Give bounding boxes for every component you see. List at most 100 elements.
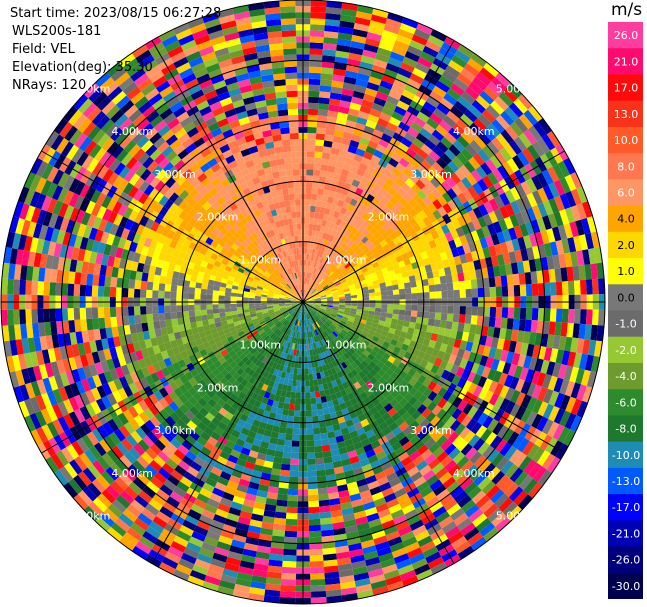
velocity-gate [260, 527, 273, 536]
velocity-gate [263, 429, 272, 438]
velocity-gate [392, 309, 400, 315]
velocity-gate [332, 307, 339, 311]
velocity-gate [96, 474, 111, 490]
velocity-gate [300, 307, 303, 314]
velocity-gate [557, 160, 571, 178]
velocity-gate [379, 282, 387, 288]
velocity-gate [513, 284, 521, 297]
velocity-gate [391, 426, 403, 437]
velocity-gate [59, 372, 70, 387]
velocity-gate [320, 297, 327, 300]
velocity-gate [218, 356, 227, 365]
velocity-gate [204, 267, 212, 275]
velocity-gate [318, 353, 324, 360]
velocity-gate [408, 173, 420, 184]
velocity-gate [510, 329, 519, 342]
velocity-gate [25, 309, 32, 324]
velocity-gate [542, 403, 555, 419]
velocity-gate [387, 12, 404, 23]
velocity-gate [380, 558, 396, 569]
velocity-gate [229, 545, 244, 555]
velocity-gate [462, 243, 471, 254]
velocity-gate [392, 237, 401, 246]
velocity-gate [532, 190, 543, 205]
velocity-gate [542, 185, 555, 201]
velocity-gate [453, 490, 468, 504]
velocity-gate [308, 303, 315, 305]
velocity-gate [286, 385, 292, 392]
velocity-gate [278, 302, 285, 304]
velocity-gate [333, 466, 344, 475]
velocity-gate [73, 284, 81, 297]
velocity-gate [326, 296, 333, 299]
velocity-gate [325, 220, 332, 228]
velocity-gate [190, 415, 201, 426]
velocity-gate [349, 46, 364, 56]
velocity-gate [433, 357, 443, 367]
velocity-gate [308, 325, 312, 332]
velocity-gate [267, 486, 279, 494]
velocity-gate [461, 177, 473, 190]
velocity-gate [305, 331, 308, 339]
velocity-gate [342, 131, 353, 140]
velocity-gate [362, 545, 377, 555]
velocity-gate [358, 322, 366, 328]
velocity-gate [362, 293, 370, 298]
velocity-gate [312, 181, 319, 189]
velocity-gate [325, 336, 331, 344]
velocity-gate [291, 298, 298, 301]
velocity-gate [319, 371, 326, 379]
velocity-gate [252, 278, 260, 284]
velocity-gate [197, 388, 207, 398]
velocity-gate [531, 175, 543, 191]
velocity-gate [304, 247, 308, 254]
velocity-gate [113, 336, 121, 348]
velocity-gate [349, 313, 356, 318]
velocity-gate [152, 313, 160, 322]
velocity-gate [94, 362, 104, 375]
velocity-gate [334, 56, 349, 65]
velocity-gate [521, 195, 532, 210]
velocity-gate [178, 272, 186, 280]
velocity-gate [310, 597, 327, 604]
velocity-gate [136, 472, 150, 486]
velocity-gate [466, 371, 476, 383]
velocity-gate [93, 263, 102, 276]
velocity-gate [91, 203, 102, 217]
velocity-gate [317, 287, 323, 292]
velocity-gate [327, 431, 336, 439]
velocity-gate [15, 249, 24, 265]
velocity-gate [485, 158, 498, 172]
velocity-gate [451, 346, 460, 357]
velocity-gate [311, 324, 315, 331]
velocity-gate [338, 294, 345, 298]
velocity-gate [365, 145, 376, 155]
velocity-gate [403, 258, 412, 266]
velocity-gate [244, 461, 255, 470]
velocity-gate [233, 463, 245, 473]
velocity-gate [306, 319, 309, 326]
velocity-gate [468, 434, 481, 448]
velocity-gate [443, 164, 455, 177]
velocity-gate [496, 360, 506, 373]
velocity-gate [244, 493, 257, 502]
velocity-gate [153, 274, 161, 284]
velocity-gate [208, 257, 216, 265]
velocity-gate [68, 411, 81, 426]
velocity-gate [145, 526, 161, 539]
velocity-gate [71, 221, 81, 236]
velocity-gate [186, 466, 199, 478]
velocity-gate [576, 338, 585, 354]
velocity-gate [432, 145, 445, 158]
velocity-gate [278, 364, 285, 372]
velocity-gate [323, 226, 330, 234]
velocity-gate [446, 481, 460, 494]
velocity-gate [173, 486, 187, 498]
velocity-gate [372, 335, 380, 343]
velocity-gate [487, 81, 503, 97]
velocity-gate [500, 317, 508, 329]
velocity-gate [395, 324, 403, 332]
velocity-gate [348, 315, 356, 321]
velocity-gate [135, 427, 147, 440]
velocity-gate [308, 303, 315, 306]
